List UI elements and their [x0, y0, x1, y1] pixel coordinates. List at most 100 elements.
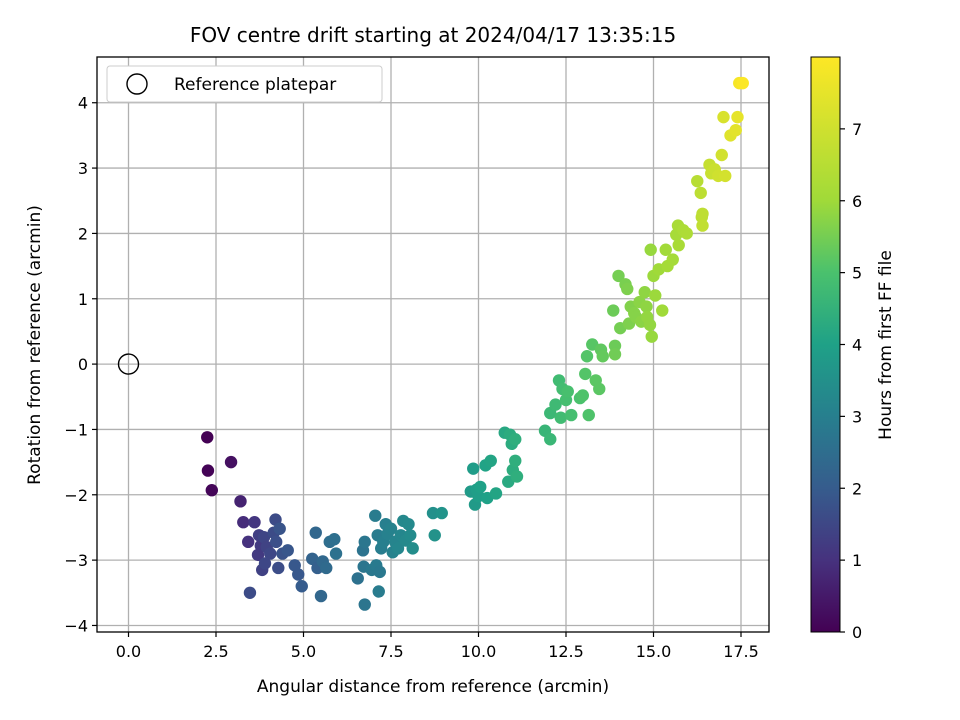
data-point: [234, 495, 247, 508]
data-points: [201, 76, 749, 611]
data-point: [489, 487, 503, 500]
x-tick-label: 5.0: [291, 642, 316, 661]
data-point: [549, 398, 562, 411]
data-point: [672, 238, 685, 252]
data-point: [248, 516, 261, 529]
colorbar-tick-label: 1: [852, 551, 862, 570]
data-point: [509, 433, 522, 446]
colorbar-gradient: [810, 56, 841, 633]
data-point: [373, 565, 386, 579]
data-point: [696, 219, 709, 232]
y-axis-label: Rotation from reference (arcmin): [25, 205, 45, 485]
chart-title: FOV centre drift starting at 2024/04/17 …: [190, 23, 676, 47]
data-point: [237, 516, 250, 529]
y-tick-label: 3: [78, 159, 88, 178]
data-point: [205, 484, 218, 497]
data-point: [696, 207, 709, 221]
y-axis-ticks: −4 −3 −2 −1 0 1 2 3 4: [64, 94, 97, 635]
data-point: [369, 509, 382, 522]
data-point: [384, 522, 398, 535]
data-point: [717, 110, 730, 124]
colorbar-ticks: 0 1 2 3 4 5 6 7: [840, 120, 862, 642]
data-point: [358, 535, 371, 549]
data-point: [607, 304, 620, 317]
data-point: [391, 542, 405, 555]
data-point: [264, 547, 277, 560]
plot-frame: [96, 56, 770, 633]
x-axis-label: Angular distance from reference (arcmin): [257, 677, 609, 697]
data-point: [292, 568, 305, 581]
data-point: [736, 76, 749, 90]
data-point: [358, 598, 371, 611]
data-point: [643, 318, 657, 332]
data-point: [715, 148, 728, 162]
colorbar-label: Hours from first FF file: [876, 250, 896, 440]
data-point: [242, 535, 255, 549]
data-point: [201, 464, 215, 477]
data-point: [435, 506, 448, 520]
data-point: [644, 243, 657, 256]
data-point: [608, 348, 622, 361]
data-point: [329, 547, 343, 560]
data-point: [719, 169, 732, 183]
colorbar-tick-label: 4: [852, 336, 862, 355]
colorbar-tick-label: 7: [852, 120, 862, 139]
legend-reference-marker: [126, 73, 148, 95]
data-point: [565, 408, 578, 422]
data-point: [638, 286, 651, 299]
data-point: [582, 408, 595, 422]
data-point: [596, 350, 609, 363]
x-tick-label: 2.5: [203, 642, 228, 661]
data-point: [257, 531, 271, 544]
data-point: [328, 533, 341, 546]
y-tick-label: −1: [64, 420, 88, 439]
y-tick-label: −3: [64, 551, 88, 570]
data-point: [351, 572, 364, 585]
x-tick-label: 10.0: [461, 642, 497, 661]
legend: Reference platepar: [106, 65, 383, 103]
legend-entry-reference: Reference platepar: [174, 75, 336, 95]
y-tick-label: 4: [78, 94, 88, 113]
colorbar-tick-label: 6: [852, 192, 862, 211]
data-point: [731, 110, 744, 124]
data-point: [320, 561, 333, 575]
data-point: [509, 454, 522, 468]
y-tick-label: −2: [64, 486, 88, 505]
colorbar-tick-label: 5: [852, 264, 862, 283]
x-tick-label: 15.0: [636, 642, 672, 661]
data-point: [691, 174, 704, 188]
data-point: [612, 269, 625, 283]
y-tick-label: 0: [78, 355, 88, 374]
data-point: [561, 385, 574, 398]
data-point: [484, 454, 497, 468]
reference-point-layer: [117, 353, 140, 375]
data-point: [314, 589, 328, 603]
colorbar-tick-label: 2: [852, 479, 862, 498]
data-point: [694, 186, 707, 200]
data-point: [306, 552, 319, 566]
data-point: [576, 389, 589, 402]
data-point: [580, 350, 594, 363]
y-tick-label: −4: [64, 616, 88, 635]
x-axis-ticks: 0.0 2.5 5.0 7.5 10.0 12.5 15.0 17.5: [116, 632, 759, 661]
reference-point-marker: [117, 353, 140, 375]
y-tick-label: 1: [78, 290, 88, 309]
x-tick-label: 12.5: [548, 642, 584, 661]
grid-lines: [97, 57, 769, 632]
data-point: [621, 282, 634, 296]
data-point: [659, 243, 672, 256]
data-point: [544, 433, 557, 446]
data-point: [273, 522, 286, 535]
data-point: [467, 462, 480, 475]
y-tick-label: 2: [78, 224, 88, 243]
data-point: [372, 585, 385, 598]
data-point: [680, 227, 693, 240]
data-point: [258, 557, 272, 570]
data-point: [593, 382, 606, 396]
data-point: [510, 470, 524, 483]
data-point: [295, 580, 308, 593]
x-tick-label: 7.5: [378, 642, 403, 661]
data-point: [406, 542, 419, 555]
x-tick-label: 17.5: [723, 642, 759, 661]
